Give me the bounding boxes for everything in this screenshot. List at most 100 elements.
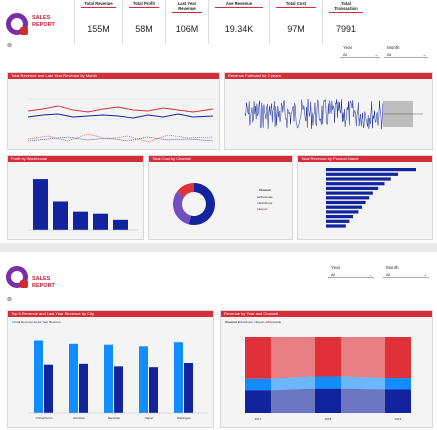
product-bar xyxy=(326,205,362,209)
product-bar xyxy=(326,210,359,214)
year-slicer-value-box[interactable]: All ⌄ xyxy=(328,272,374,278)
ribbon-segment xyxy=(385,337,411,379)
product-bar xyxy=(326,224,346,228)
top5-city-title: Top 5 Revenue and Last Year Revenue by C… xyxy=(8,311,213,317)
product-bar xyxy=(326,215,353,219)
kpi-title: Total Transaction xyxy=(329,1,363,13)
product-bar xyxy=(326,177,391,181)
kpi-card: Total Cost 97M xyxy=(269,0,322,44)
kpi-value: 19.34K xyxy=(224,24,254,34)
profit-by-warehouse-chart xyxy=(28,179,138,231)
chevron-down-icon[interactable]: ⌄ xyxy=(423,272,427,277)
kpi-card: Total Transaction 7991 xyxy=(322,0,369,44)
year-channel-ribbon-chart: 2017 2018 2019 xyxy=(245,337,411,421)
legend-distributor: Distributor xyxy=(239,320,254,324)
donut-slice-wholesale xyxy=(188,183,215,225)
month-slicer-value: All xyxy=(387,53,392,57)
ribbon-segment xyxy=(315,337,341,377)
legend-export: ●Export xyxy=(257,207,268,211)
city-bar xyxy=(174,342,183,413)
month-slicer-value-box[interactable]: All ⌄ xyxy=(384,52,428,58)
report-page-1: SALES REPORT ⊚ Total Revenue 155M Total Pr… xyxy=(6,0,433,240)
kpi-value: 7991 xyxy=(335,24,357,34)
profit-by-warehouse-panel[interactable]: Profit by Warehouse xyxy=(7,155,144,240)
donut-slice-distributor xyxy=(173,191,192,225)
cost-by-channel-panel[interactable]: Total Cost by Channel Channel ●Wholesale… xyxy=(148,155,293,240)
filter-icon[interactable]: ⊚ xyxy=(7,297,13,303)
legend-wholesale: ●Wholesale xyxy=(257,195,273,199)
ribbon-connector xyxy=(271,388,315,413)
warehouse-bar xyxy=(33,179,48,230)
year-tick-label: 2017 xyxy=(255,417,262,421)
legend-last-year-revenue: Last Year Revenue xyxy=(35,320,62,324)
kpi-title: Total Profit xyxy=(129,1,159,8)
kpi-value: 155M xyxy=(87,24,110,34)
last-year-revenue-line xyxy=(27,113,214,119)
legend-dot-icon: ● xyxy=(237,320,240,324)
year-slicer[interactable]: Year All ⌄ xyxy=(328,265,374,279)
city-bar xyxy=(114,366,123,413)
legend-dot-icon: ● xyxy=(33,320,36,324)
ribbon-connector xyxy=(341,376,385,390)
city-tick-label: Wellington xyxy=(177,416,191,420)
kpi-title: Ave Revenue xyxy=(215,1,263,8)
city-bar xyxy=(139,346,148,413)
month-slicer[interactable]: Month All ⌄ xyxy=(383,265,429,279)
month-slicer-value: All xyxy=(386,273,391,277)
product-bar xyxy=(326,200,366,205)
year-tick-label: 2019 xyxy=(395,417,402,421)
city-bar xyxy=(104,344,113,413)
chevron-down-icon[interactable]: ⌄ xyxy=(374,52,378,57)
revenue-by-month-panel[interactable]: Total Revenue and Last Year Revenue by M… xyxy=(7,72,220,150)
warehouse-bar xyxy=(113,219,128,230)
ribbon-segment xyxy=(315,388,341,413)
channel-legend-title: Channel xyxy=(259,188,271,192)
page-divider xyxy=(0,243,437,252)
month-slicer[interactable]: Month All ⌄ xyxy=(384,45,428,59)
kpi-card: Total Profit 58M xyxy=(122,0,165,44)
warehouse-bar xyxy=(53,201,68,230)
year-slicer-value-box[interactable]: All ⌄ xyxy=(340,52,380,58)
kpi-card: Last Year Revenue 106M xyxy=(165,0,208,44)
kpi-value: 106M xyxy=(175,24,199,34)
kpi-title: Total Revenue xyxy=(81,1,116,8)
legend-export: Export xyxy=(255,320,265,324)
revenue-line xyxy=(27,105,214,113)
year-slicer-value: All xyxy=(343,53,348,57)
year-slicer-value: All xyxy=(331,273,336,277)
top5-city-panel[interactable]: Top 5 Revenue and Last Year Revenue by C… xyxy=(7,310,214,428)
year-channel-panel[interactable]: Revenue by Year and Channel Channel ●Dis… xyxy=(220,310,433,428)
chevron-down-icon[interactable]: ⌄ xyxy=(368,272,372,277)
ribbon-legend: Channel ●Distributor ●Export ●Wholesale xyxy=(225,320,281,324)
city-tick-label: Manukau xyxy=(108,416,121,420)
city-bar xyxy=(149,367,158,413)
ribbon-segment xyxy=(245,390,271,413)
city-tick-label: Napier xyxy=(145,416,154,420)
product-bar xyxy=(326,182,385,186)
ribbon-connector xyxy=(271,337,315,379)
legend-dot-icon: ● xyxy=(257,201,259,205)
month-slicer-label: Month xyxy=(386,265,399,270)
revenue-lower-line-2 xyxy=(27,136,214,142)
city-tick-label: Hamilton xyxy=(73,416,85,420)
filter-icon[interactable]: ⊚ xyxy=(7,43,13,49)
revenue-by-product-title: Total Revenue by Product Name xyxy=(298,156,432,162)
year-slicer[interactable]: Year All ⌄ xyxy=(340,45,380,59)
ribbon-segment xyxy=(245,378,271,391)
chevron-down-icon[interactable]: ⌄ xyxy=(422,52,426,57)
donut-slice-export xyxy=(177,183,194,197)
ribbon-segment xyxy=(385,378,411,390)
city-bar xyxy=(44,364,53,413)
revenue-by-product-panel[interactable]: Total Revenue by Product Name xyxy=(297,155,433,240)
warehouse-bar xyxy=(73,211,88,230)
product-bar xyxy=(326,219,350,223)
ribbon-segment xyxy=(385,389,411,413)
month-slicer-value-box[interactable]: All ⌄ xyxy=(383,272,429,278)
legend-dot-icon: ● xyxy=(12,320,14,324)
top5-city-chart: Christchurch Hamilton Manukau Napier Welling… xyxy=(28,340,208,420)
revenue-by-month-title: Total Revenue and Last Year Revenue by M… xyxy=(8,73,219,79)
forecast-panel[interactable]: Revenue Forecast for 2 years xyxy=(224,72,433,150)
forecast-title: Revenue Forecast for 2 years xyxy=(225,73,432,79)
legend-wholesale: Wholesale xyxy=(267,320,282,324)
profit-by-warehouse-title: Profit by Warehouse xyxy=(8,156,143,162)
